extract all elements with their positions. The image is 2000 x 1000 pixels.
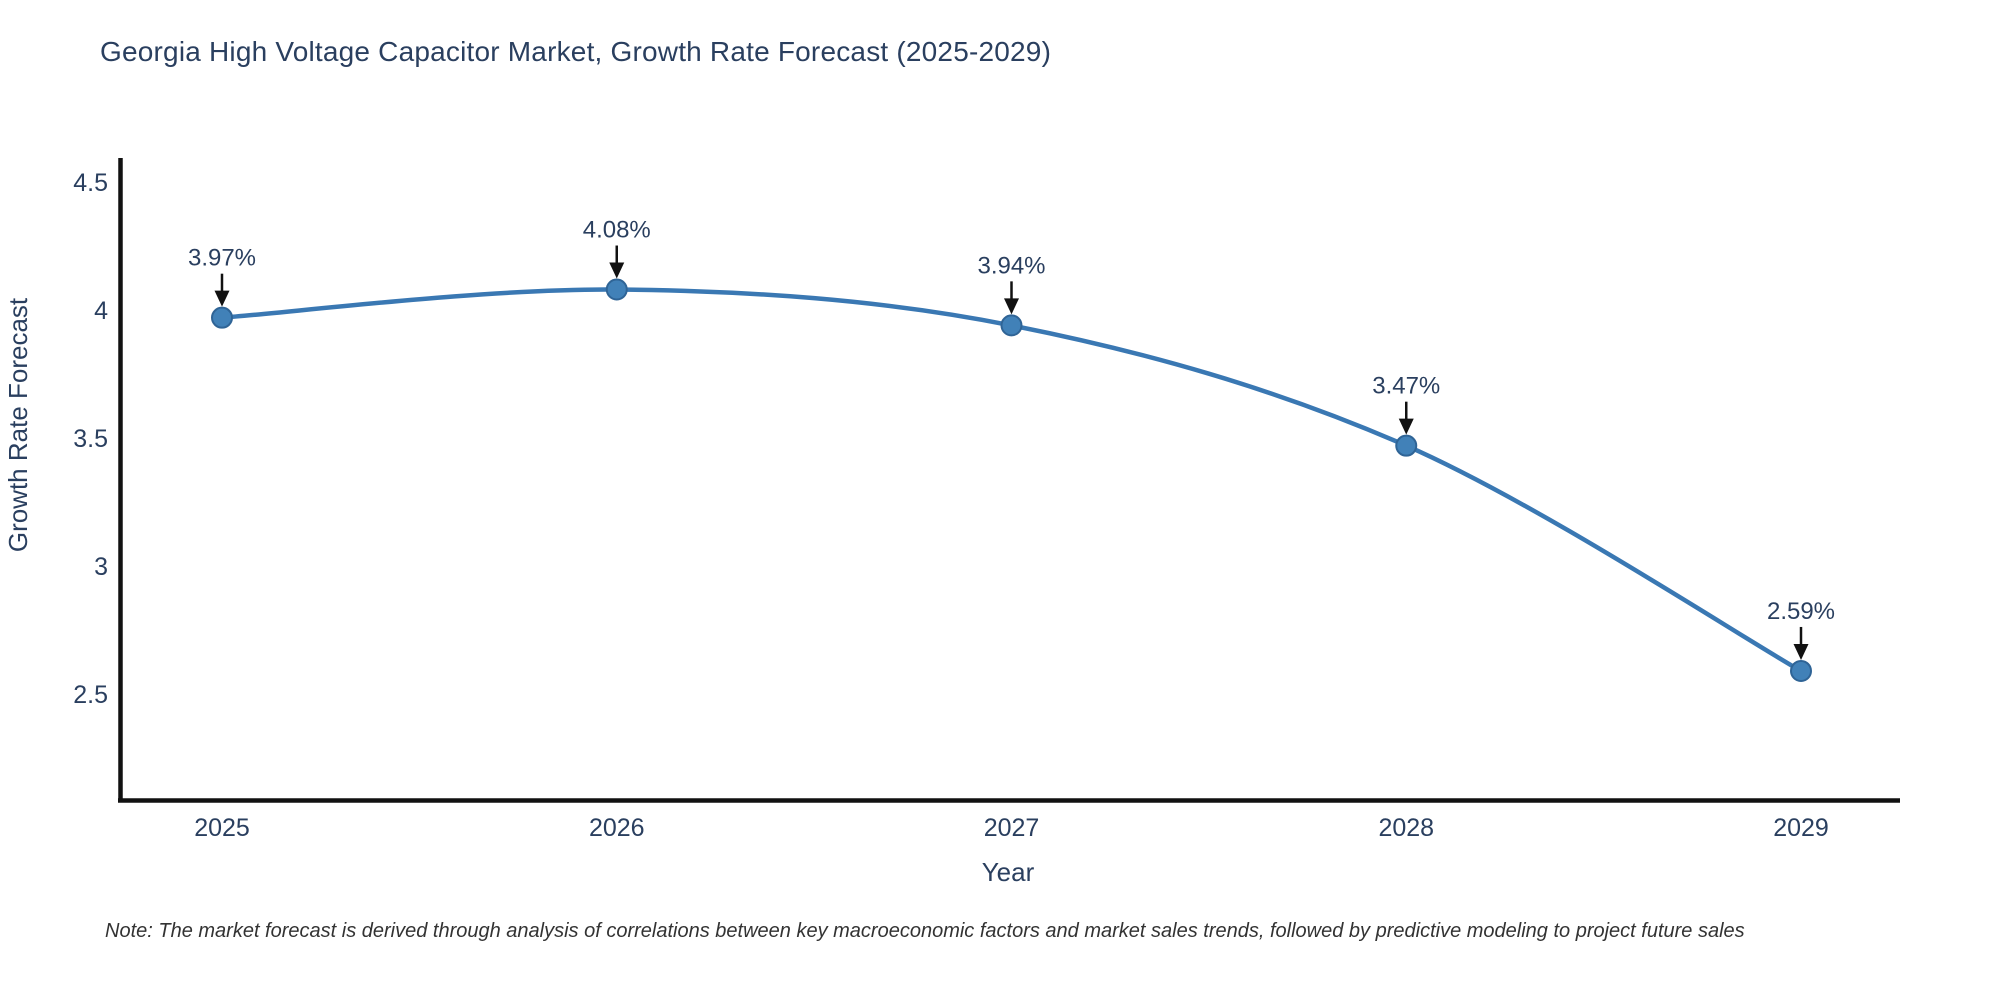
data-point-marker (1395, 434, 1418, 457)
data-point-marker (1790, 659, 1812, 682)
annotation-arrowhead-icon (1004, 298, 1019, 315)
x-tick-label: 2027 (984, 814, 1040, 842)
trend-line (219, 287, 1804, 674)
annotation-arrowhead-icon (1793, 643, 1809, 660)
point-value-label: 3.97% (188, 245, 256, 272)
footnote: Note: The market forecast is derived thr… (105, 920, 1745, 942)
y-tick-label: 2.5 (73, 681, 108, 709)
data-point-marker (211, 306, 233, 329)
y-tick-label: 3 (94, 553, 108, 581)
y-tick-label: 4 (94, 297, 108, 325)
y-axis-title: Growth Rate Forecast (3, 297, 33, 552)
x-tick-label: 2025 (194, 814, 250, 842)
y-tick-label: 4.5 (73, 169, 108, 197)
point-value-label: 4.08% (583, 217, 651, 244)
y-tick-label: 3.5 (73, 425, 108, 453)
point-value-label: 2.59% (1767, 598, 1835, 625)
chart-title: Georgia High Voltage Capacitor Market, G… (100, 36, 1052, 67)
point-value-label: 3.47% (1372, 373, 1440, 400)
annotation-arrowhead-icon (214, 290, 230, 307)
x-tick-label: 2026 (589, 814, 645, 842)
x-tick-label: 2029 (1773, 814, 1829, 842)
x-tick-label: 2028 (1378, 814, 1434, 842)
data-point-marker (605, 278, 628, 301)
annotation-arrowhead-icon (1398, 418, 1414, 435)
annotation-arrowhead-icon (609, 262, 625, 279)
data-point-marker (1000, 314, 1023, 337)
point-value-label: 3.94% (977, 252, 1045, 279)
x-axis-title: Year (982, 857, 1035, 887)
